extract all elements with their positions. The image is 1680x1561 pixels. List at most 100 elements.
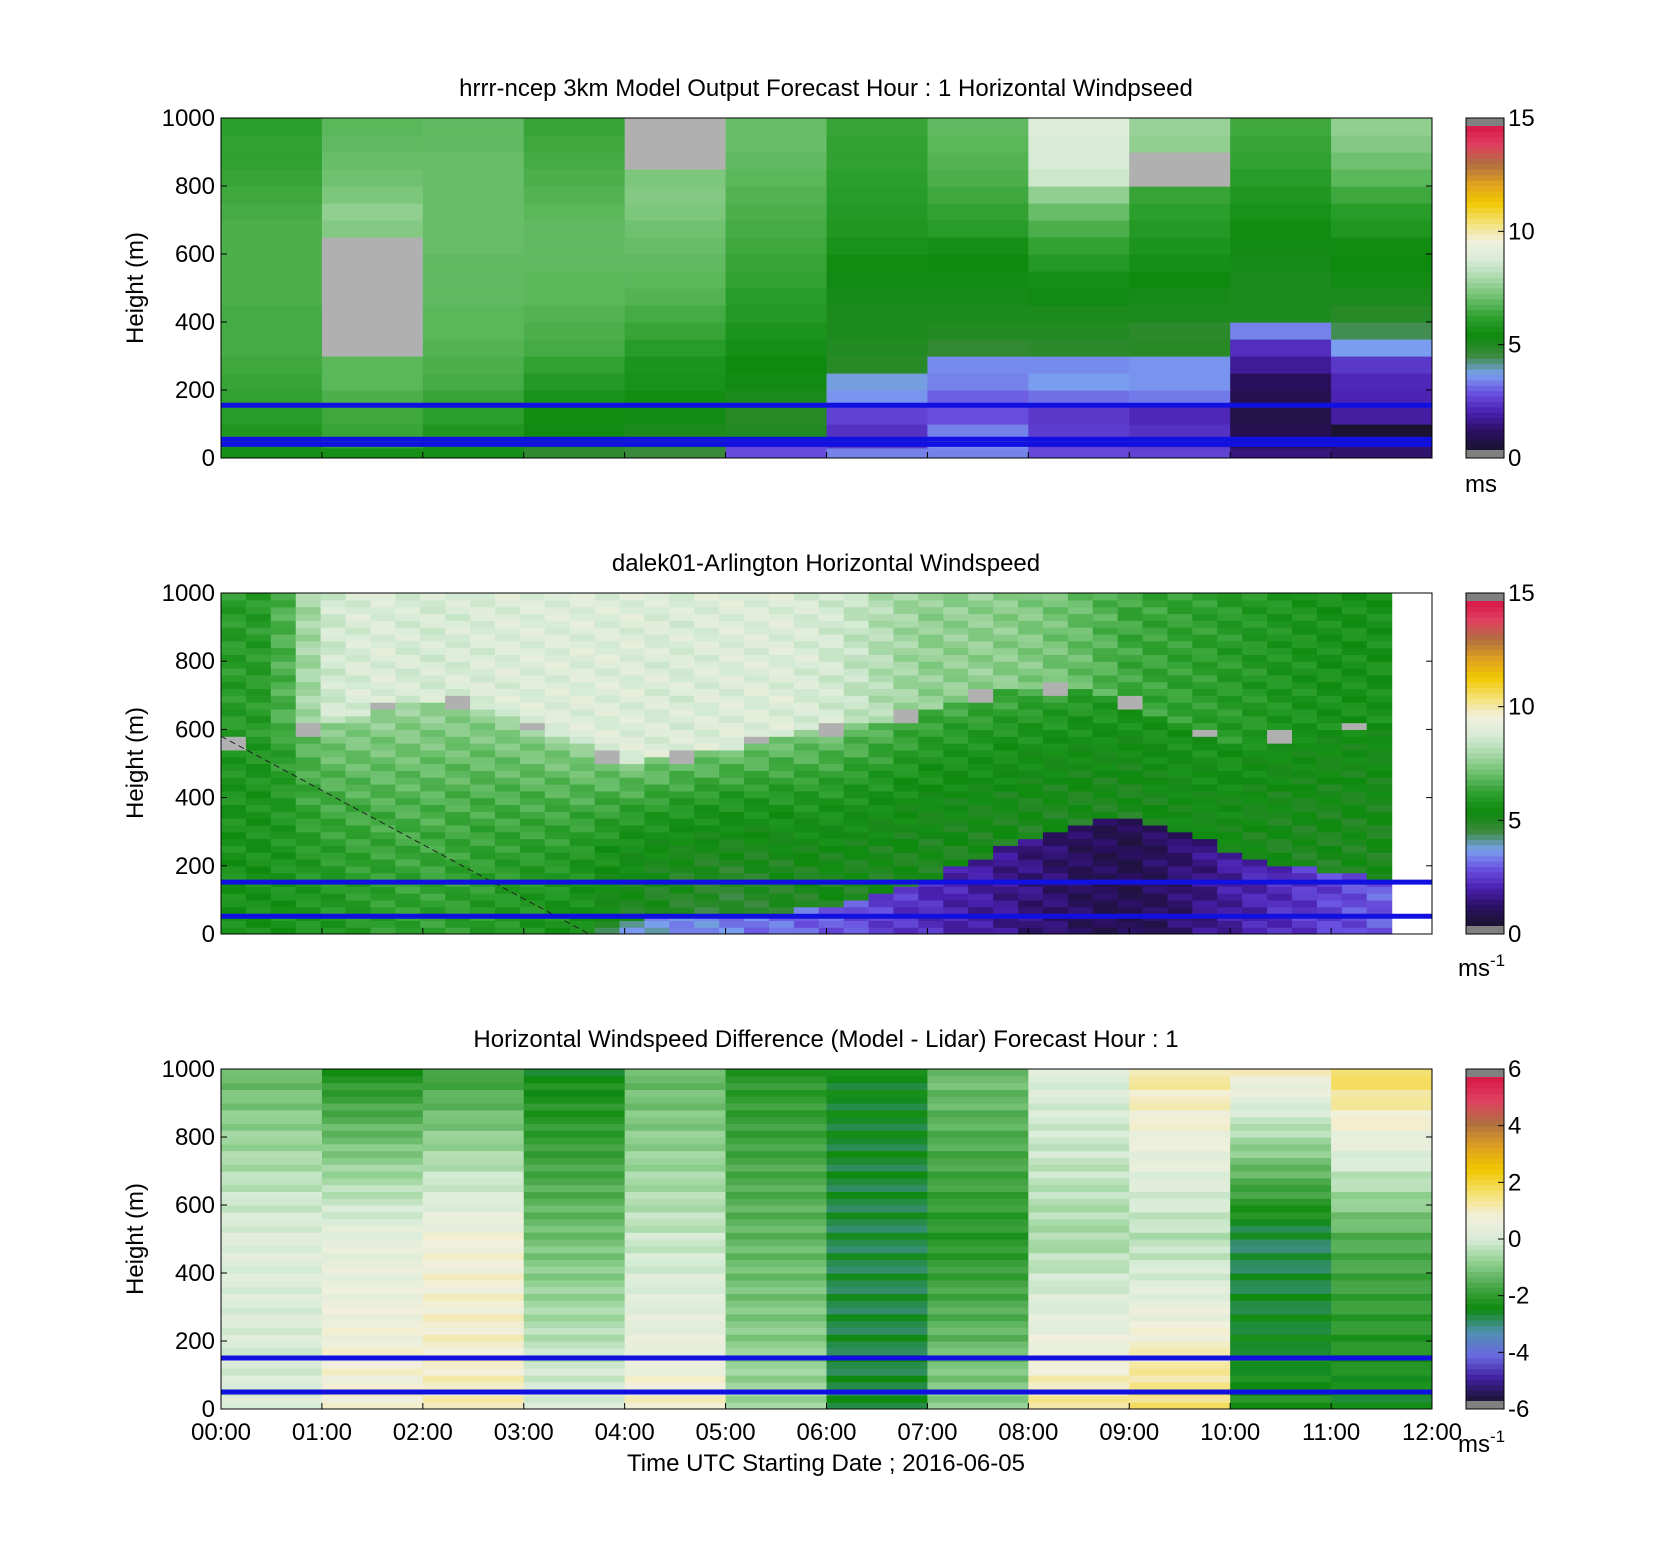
heatmap-cell	[993, 811, 1019, 819]
heatmap-cell	[1018, 695, 1044, 703]
heatmap-cell	[669, 749, 695, 758]
heatmap-cell	[1267, 777, 1293, 785]
heatmap-cell	[1366, 661, 1393, 669]
heatmap-cell	[669, 674, 695, 683]
heatmap-cell	[1018, 906, 1044, 915]
heatmap-cell	[321, 1327, 424, 1335]
heatmap-cell	[993, 688, 1019, 696]
heatmap-cell	[1267, 599, 1293, 608]
heatmap-cell	[644, 688, 670, 696]
heatmap-cell	[1129, 1293, 1231, 1301]
heatmap-cell	[594, 729, 621, 737]
heatmap-cell	[1217, 804, 1243, 812]
x-axis-ticks	[220, 928, 1433, 934]
heatmap-cell	[818, 640, 845, 649]
heatmap-cell	[968, 627, 994, 635]
heatmap-cell	[422, 1375, 525, 1383]
heatmap-cell	[744, 899, 770, 908]
heatmap-cell	[744, 599, 770, 608]
heatmap-cell	[993, 920, 1019, 928]
heatmap-cell	[826, 1361, 929, 1369]
heatmap-cell	[519, 770, 546, 778]
heatmap-cell	[1092, 886, 1119, 894]
heatmap-cell	[1292, 804, 1318, 812]
heatmap-cell	[826, 1123, 929, 1131]
heatmap-cell	[1341, 736, 1368, 744]
heatmap-cell	[321, 1259, 424, 1267]
heatmap-cell	[470, 872, 496, 881]
heatmap-cell	[494, 920, 521, 928]
heatmap-cell	[918, 702, 944, 710]
heatmap-cell	[544, 640, 571, 649]
heatmap-cell	[826, 1232, 929, 1240]
heatmap-cell	[1092, 708, 1119, 717]
heatmap-cell	[993, 743, 1019, 751]
heatmap-cell	[1192, 838, 1218, 846]
heatmap-cell	[744, 695, 770, 703]
heatmap-cell	[644, 674, 670, 683]
heatmap-cell	[868, 606, 895, 615]
heatmap-cell	[1092, 906, 1119, 915]
heatmap-cell	[1267, 852, 1293, 860]
heatmap-cell	[445, 804, 471, 812]
heatmap-cell	[245, 647, 272, 655]
heatmap-cell	[1129, 1266, 1231, 1274]
heatmap-cell	[1117, 756, 1144, 765]
heatmap-cell	[624, 152, 727, 170]
heatmap-cell	[1192, 681, 1218, 690]
heatmap-cell	[494, 865, 521, 874]
heatmap-cell	[1331, 135, 1432, 153]
colorbar-over	[1466, 593, 1504, 601]
heatmap-cell	[1117, 722, 1144, 730]
heatmap-cell	[1242, 654, 1268, 662]
heatmap-cell	[893, 633, 919, 642]
heatmap-cell	[868, 715, 895, 724]
heatmap-cell	[1192, 763, 1218, 771]
heatmap-cell	[893, 831, 919, 840]
heatmap-cell	[295, 633, 322, 642]
heatmap-cell	[1230, 1198, 1332, 1206]
heatmap-cell	[445, 743, 471, 751]
heatmap-cell	[370, 633, 396, 642]
heatmap-cell	[744, 674, 770, 683]
heatmap-cell	[519, 647, 546, 655]
heatmap-cell	[320, 606, 347, 615]
heatmap-cell	[927, 447, 1029, 458]
heatmap-cell	[370, 593, 396, 601]
heatmap-cell	[1341, 865, 1368, 874]
heatmap-cell	[644, 743, 670, 751]
heatmap-cell	[1230, 1327, 1332, 1335]
heatmap-cell	[1366, 804, 1393, 812]
colorbar-segment	[1466, 844, 1504, 851]
heatmap-cell	[370, 729, 396, 737]
heatmap-cell	[768, 893, 795, 901]
heatmap-cell	[1331, 271, 1432, 289]
heatmap-cell	[927, 305, 1029, 323]
heatmap-cell	[918, 818, 944, 826]
heatmap-cell	[519, 640, 546, 649]
heatmap-cell	[270, 858, 297, 867]
heatmap-cell	[744, 668, 770, 676]
heatmap-cell	[843, 920, 870, 928]
heatmap-cell	[927, 1266, 1029, 1274]
heatmap-cell	[793, 715, 820, 724]
heatmap-cell	[1316, 763, 1343, 771]
colorbar-tick-label: 15	[1508, 580, 1535, 607]
heatmap-cell	[893, 736, 919, 744]
heatmap-cell	[619, 722, 646, 730]
heatmap-cell	[221, 804, 247, 812]
heatmap-cell	[669, 763, 695, 771]
heatmap-cell	[320, 865, 347, 874]
heatmap-cell	[1217, 872, 1243, 881]
heatmap-cell	[1217, 865, 1243, 874]
heatmap-cell	[544, 715, 571, 724]
heatmap-cell	[519, 906, 546, 915]
colorbar-tick-label: 10	[1508, 218, 1535, 245]
heatmap-cell	[818, 818, 845, 826]
heatmap-cell	[370, 804, 396, 812]
x-tick-label: 06:00	[796, 1419, 856, 1446]
heatmap-cell	[1316, 920, 1343, 928]
heatmap-cell	[1129, 254, 1231, 272]
heatmap-cell	[644, 811, 670, 819]
heatmap-cell	[1067, 702, 1094, 710]
